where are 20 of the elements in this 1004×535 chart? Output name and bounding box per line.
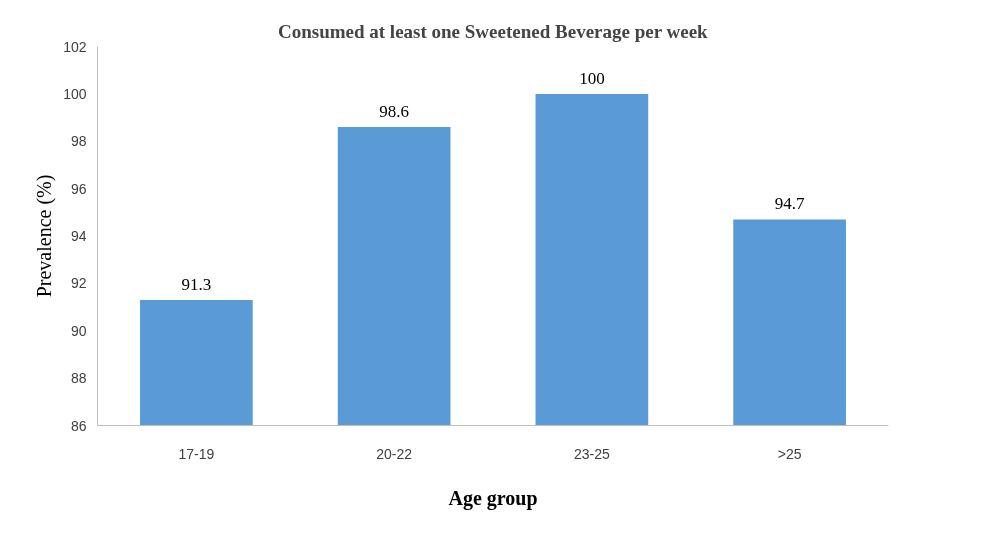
y-tick-label: 102 — [63, 38, 87, 55]
y-tick-label: 92 — [70, 275, 87, 292]
x-tick-label: >25 — [777, 445, 802, 462]
y-tick-label: 90 — [70, 322, 87, 339]
y-tick-label: 94 — [70, 228, 87, 244]
chart-title: Consumed at least one Sweetened Beverage per week — [277, 20, 709, 42]
x-tick-label: 17-19 — [178, 445, 215, 462]
y-tick-label: 100 — [63, 85, 87, 102]
data-label: 94.7 — [774, 194, 805, 214]
data-label: 100 — [579, 68, 605, 88]
x-axis-title: Age group — [448, 486, 538, 510]
x-tick-label: 23-25 — [573, 445, 610, 462]
data-label: 91.3 — [181, 274, 212, 294]
x-tick-label: 20-22 — [376, 445, 413, 462]
y-axis-title: Prevalence (%) — [33, 174, 57, 298]
y-tick-label: 98 — [70, 133, 87, 150]
data-label: 98.6 — [379, 102, 409, 122]
y-tick-label: 88 — [70, 370, 87, 387]
y-tick-label: 86 — [70, 417, 87, 434]
y-tick-label: 96 — [70, 180, 87, 197]
